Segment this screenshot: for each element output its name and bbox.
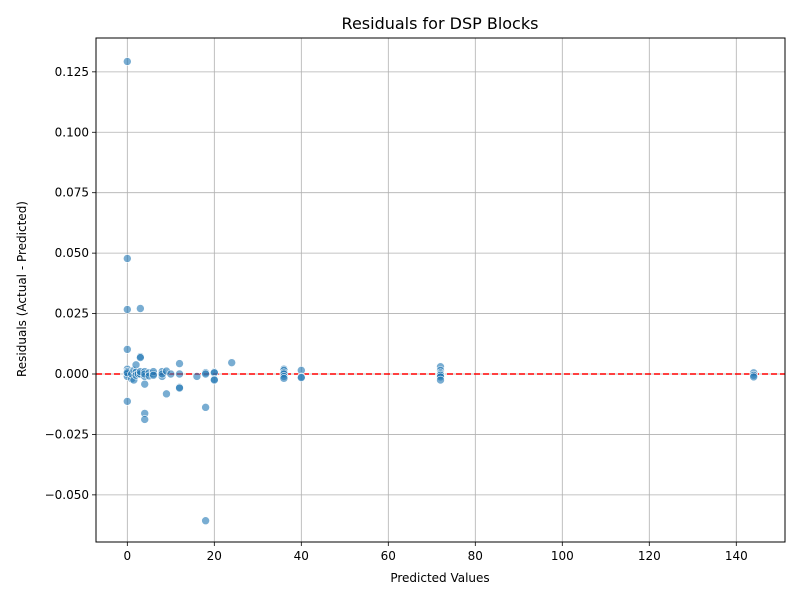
x-tick-label: 0 — [123, 549, 131, 563]
scatter-point — [279, 374, 289, 383]
scatter-point — [140, 379, 150, 389]
scatter-point — [201, 516, 210, 526]
x-tick-label: 100 — [551, 549, 574, 563]
y-tick-label: 0.000 — [55, 367, 89, 381]
scatter-point — [297, 373, 306, 382]
y-tick-label: 0.075 — [55, 186, 89, 200]
scatter-point — [166, 369, 176, 379]
y-tick-label: 0.100 — [55, 125, 89, 139]
scatter-point — [136, 353, 145, 362]
scatter-point — [201, 369, 210, 379]
scatter-point — [123, 254, 132, 263]
scatter-point — [175, 369, 184, 379]
x-tick-label: 40 — [294, 549, 309, 563]
data-points — [123, 57, 758, 526]
x-axis-title: Predicted Values — [390, 571, 489, 585]
y-tick-label: 0.025 — [55, 307, 89, 321]
scatter-point — [175, 359, 184, 368]
chart-title: Residuals for DSP Blocks — [342, 14, 539, 33]
scatter-point — [123, 345, 132, 354]
scatter-point — [227, 358, 237, 367]
x-tick-label: 80 — [468, 549, 483, 563]
x-axis-ticks: 0 20 40 60 80 100 120 140 — [123, 542, 748, 563]
plot-area-frame — [95, 37, 786, 543]
scatter-point — [149, 370, 158, 380]
x-tick-label: 60 — [381, 549, 396, 563]
scatter-point — [123, 397, 132, 406]
x-tick-label: 20 — [207, 549, 222, 563]
scatter-point — [192, 372, 202, 381]
scatter-point — [210, 375, 219, 385]
y-tick-label: −0.025 — [45, 427, 89, 441]
scatter-point — [201, 403, 210, 412]
scatter-point — [175, 383, 184, 393]
scatter-point — [123, 57, 132, 66]
scatter-point — [436, 375, 445, 385]
scatter-point — [140, 415, 150, 424]
scatter-point — [749, 372, 758, 382]
x-tick-label: 120 — [638, 549, 661, 563]
y-axis-ticks: −0.050 −0.025 0.000 0.025 0.050 0.075 0.100 0.1… — [45, 65, 96, 502]
y-tick-label: −0.050 — [45, 488, 89, 502]
scatter-point — [136, 304, 145, 313]
y-tick-label: 0.125 — [55, 65, 89, 79]
scatter-point — [123, 305, 132, 314]
y-tick-label: 0.050 — [55, 246, 89, 260]
y-axis-title: Residuals (Actual - Predicted) — [15, 201, 29, 377]
x-tick-label: 140 — [725, 549, 748, 563]
scatter-point — [162, 389, 171, 399]
